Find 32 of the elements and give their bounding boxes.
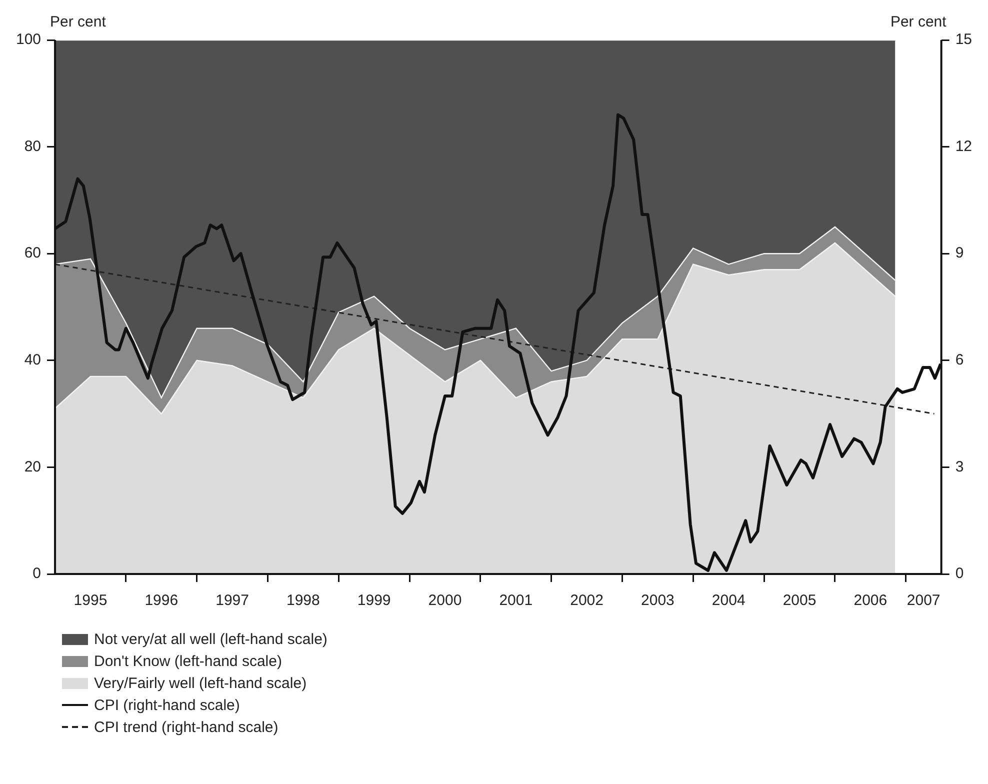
legend-label: Don't Know (left-hand scale) bbox=[94, 652, 282, 670]
y-axis-title: Per cent bbox=[50, 14, 107, 31]
y-tick-label: 40 bbox=[24, 352, 42, 369]
x-tick-label: 2003 bbox=[641, 592, 674, 610]
y-tick-label: 20 bbox=[24, 458, 42, 476]
x-tick-label: 2000 bbox=[428, 592, 462, 610]
y2-tick-label: 3 bbox=[955, 458, 964, 476]
x-tick-label: 2006 bbox=[854, 592, 888, 610]
x-tick-label: 2007 bbox=[906, 592, 940, 610]
legend-label: CPI trend (right-hand scale) bbox=[94, 718, 278, 736]
y2-tick-label: 15 bbox=[955, 31, 972, 48]
y-tick-label: 60 bbox=[24, 244, 42, 262]
legend-label: Very/Fairly well (left-hand scale) bbox=[94, 674, 307, 692]
x-tick-label: 1999 bbox=[357, 592, 391, 610]
x-tick-label: 1998 bbox=[286, 592, 320, 610]
y2-tick-label: 12 bbox=[955, 138, 972, 155]
x-tick-label: 1995 bbox=[74, 592, 108, 610]
legend-label: CPI (right-hand scale) bbox=[94, 696, 240, 714]
legend-label: Not very/at all well (left-hand scale) bbox=[94, 630, 328, 648]
x-tick-label: 1997 bbox=[216, 592, 249, 610]
x-tick-label: 2004 bbox=[712, 592, 746, 610]
y-tick-label: 0 bbox=[32, 565, 42, 582]
y-tick-label: 80 bbox=[24, 138, 42, 155]
y-tick-label: 100 bbox=[16, 31, 42, 48]
y2-tick-label: 6 bbox=[955, 352, 964, 369]
x-tick-label: 2002 bbox=[570, 592, 604, 610]
y2-tick-label: 9 bbox=[955, 244, 964, 262]
y2-axis-title: Per cent bbox=[890, 14, 948, 31]
y2-tick-label: 0 bbox=[955, 565, 964, 582]
x-tick-label: 2005 bbox=[782, 592, 816, 610]
x-tick-label: 1996 bbox=[144, 592, 178, 610]
x-tick-label: 2001 bbox=[499, 592, 533, 610]
